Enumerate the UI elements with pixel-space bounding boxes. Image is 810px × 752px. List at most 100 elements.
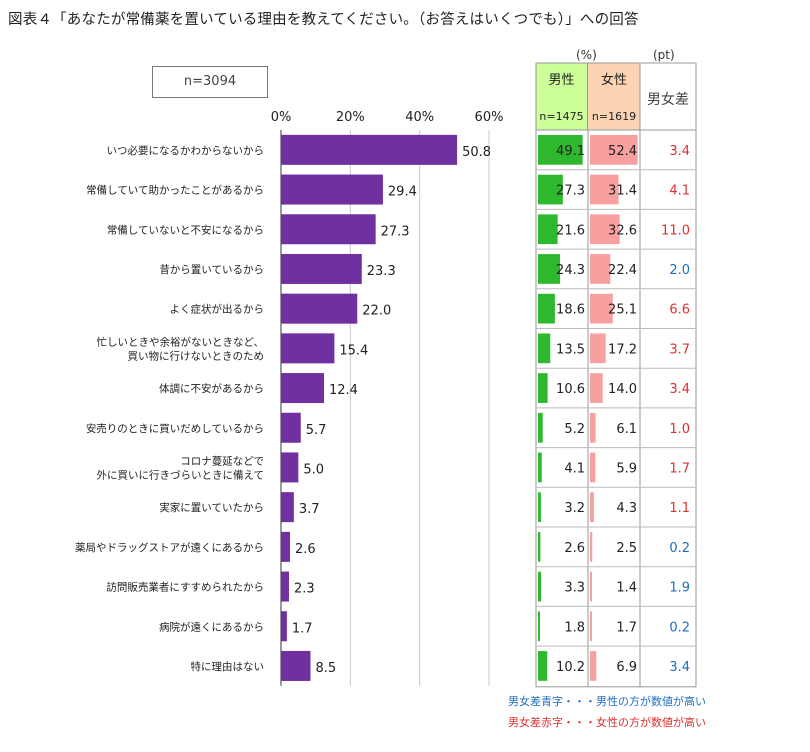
- female-value: 2.5: [616, 541, 637, 556]
- female-bar: [590, 214, 620, 245]
- bar: [281, 650, 311, 681]
- female-header-title: 女性: [600, 73, 627, 88]
- male-header-title: 男性: [548, 73, 575, 88]
- female-bar: [590, 174, 619, 205]
- difference-value: 3.4: [669, 660, 690, 675]
- category-label: いつ必要になるかわからないから: [107, 144, 265, 157]
- male-value: 3.2: [564, 501, 585, 516]
- bar: [281, 333, 335, 364]
- female-value: 4.3: [616, 501, 637, 516]
- male-header: 男性 n=1475: [536, 63, 588, 130]
- bar: [281, 531, 291, 562]
- category-label: 特に理由はない: [191, 660, 265, 673]
- male-value: 10.2: [556, 660, 585, 675]
- category-label: 常備していて助かったことがあるから: [86, 184, 264, 197]
- female-bar: [590, 135, 638, 165]
- female-bar: [590, 293, 613, 324]
- bar: [281, 373, 324, 404]
- bar-value-label: 2.6: [295, 542, 316, 557]
- x-tick-label: 60%: [475, 110, 504, 125]
- female-value: 25.1: [608, 303, 637, 318]
- male-bar: [538, 373, 548, 403]
- bar: [281, 253, 362, 284]
- bar-value-label: 29.4: [388, 185, 417, 200]
- unit-percent: (%): [576, 48, 597, 62]
- bar-value-label: 8.5: [315, 661, 336, 676]
- category-label: 忙しいときや余裕がないときなど、: [97, 335, 264, 348]
- female-value: 17.2: [608, 342, 637, 357]
- female-bar: [590, 373, 603, 403]
- bar-value-label: 1.7: [292, 621, 313, 636]
- female-value: 1.7: [616, 620, 637, 635]
- male-value: 2.6: [564, 541, 585, 556]
- female-bar: [590, 611, 592, 642]
- difference-value: 6.6: [669, 303, 690, 318]
- bar-value-label: 50.8: [462, 145, 491, 160]
- female-value: 5.9: [616, 461, 637, 476]
- difference-value: 3.7: [669, 342, 690, 357]
- male-bar: [538, 214, 558, 245]
- category-label: 常備していないと不安になるから: [107, 223, 264, 236]
- male-value: 18.6: [556, 303, 585, 318]
- difference-header: 男女差: [647, 92, 689, 108]
- male-value: 27.3: [556, 184, 585, 199]
- male-bar: [538, 333, 551, 364]
- difference-value: 4.1: [669, 184, 690, 199]
- difference-value: 1.1: [669, 501, 690, 516]
- female-value: 14.0: [608, 382, 637, 397]
- bar-value-label: 22.0: [362, 304, 391, 319]
- male-bar: [538, 254, 561, 284]
- male-bar: [538, 412, 543, 443]
- x-tick-label: 0%: [271, 110, 292, 125]
- bar-value-label: 5.7: [306, 423, 327, 438]
- difference-value: 3.4: [669, 144, 690, 159]
- bar: [281, 452, 299, 483]
- difference-value: 0.2: [669, 541, 690, 556]
- difference-value: 11.0: [661, 223, 690, 238]
- difference-value: 2.0: [669, 263, 690, 278]
- difference-value: 1.9: [669, 581, 690, 596]
- male-value: 5.2: [564, 422, 585, 437]
- male-value: 24.3: [556, 263, 585, 278]
- category-label: 病院が遠くにあるから: [159, 620, 264, 633]
- x-tick-label: 40%: [405, 110, 434, 125]
- female-value: 6.1: [616, 422, 637, 437]
- male-value: 1.8: [564, 620, 585, 635]
- female-header: 女性 n=1619: [588, 63, 640, 130]
- male-bar: [538, 135, 583, 165]
- bar: [281, 412, 301, 443]
- male-value: 21.6: [556, 223, 585, 238]
- category-label: 安売りのときに買いだめしているから: [86, 422, 264, 435]
- male-bar: [538, 532, 541, 562]
- category-label: 外に買いに行きづらいときに備えて: [97, 468, 264, 481]
- male-value: 10.6: [556, 382, 585, 397]
- category-label: コロナ蔓延などで: [180, 454, 264, 467]
- sample-size-box: n=3094: [152, 66, 268, 98]
- female-value: 32.6: [608, 223, 637, 238]
- female-bar: [590, 571, 592, 602]
- red-legend-note: 男女差赤字・・・女性の方が数値が高い: [508, 716, 706, 729]
- female-bar: [590, 333, 606, 364]
- bar-value-label: 23.3: [367, 264, 396, 279]
- female-value: 22.4: [608, 263, 637, 278]
- category-label: 訪問販売業者にすすめられたから: [106, 581, 264, 594]
- female-bar: [590, 412, 596, 443]
- bar: [281, 174, 383, 205]
- female-sample-size: n=1619: [591, 110, 637, 123]
- difference-value: 1.7: [669, 461, 690, 476]
- x-tick-label: 20%: [336, 110, 365, 125]
- bar: [281, 571, 289, 602]
- female-bar: [590, 651, 597, 681]
- category-label: よく症状が出るから: [170, 303, 265, 316]
- male-bar: [538, 452, 542, 483]
- male-bar: [538, 492, 541, 522]
- female-bar: [590, 492, 594, 522]
- bar-value-label: 2.3: [294, 582, 315, 597]
- bar: [281, 611, 287, 642]
- bar: [281, 134, 458, 165]
- female-bar: [590, 452, 596, 483]
- male-value: 4.1: [564, 461, 585, 476]
- bar-value-label: 27.3: [381, 224, 410, 239]
- table-frame: [535, 62, 697, 688]
